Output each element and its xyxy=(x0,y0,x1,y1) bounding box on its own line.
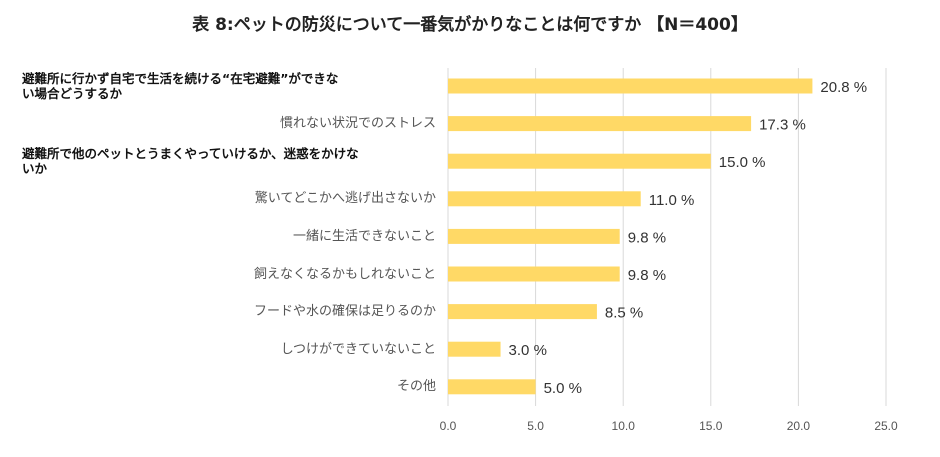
category-label: 避難所で他のペットとうまくやっていけるか、迷惑をかけな いか xyxy=(22,146,452,176)
category-label-line: 避難所で他のペットとうまくやっていけるか、迷惑をかけな xyxy=(22,146,359,162)
category-label: しつけができていないこと xyxy=(16,342,436,357)
x-tick-label: 10.0 xyxy=(612,419,636,433)
data-label: 9.8 % xyxy=(628,267,666,284)
x-tick-label: 0.0 xyxy=(440,419,457,433)
category-label-line: いか xyxy=(22,161,48,177)
category-label: 避難所に行かず自宅で生活を続ける“在宅避難”ができな い場合どうするか xyxy=(22,71,452,101)
bar xyxy=(448,228,620,244)
category-label-line: しつけができていないこと xyxy=(280,341,436,357)
x-tick-label: 25.0 xyxy=(874,419,898,433)
x-tick-label: 5.0 xyxy=(527,419,544,433)
bar xyxy=(448,341,501,357)
category-label-line: い場合どうするか xyxy=(22,86,123,101)
category-label-line: フードや水の確保は足りるのか xyxy=(253,304,436,320)
bar xyxy=(448,116,752,132)
data-label: 3.0 % xyxy=(509,342,547,359)
category-label-line: 飼えなくなるかもしれないこと xyxy=(253,266,436,282)
bar xyxy=(448,153,711,169)
category-label-line: その他 xyxy=(396,379,436,395)
category-label: 飼えなくなるかもしれないこと xyxy=(16,267,436,282)
category-label-line: 一緒に生活できないこと xyxy=(292,228,436,244)
data-label: 5.0 % xyxy=(544,380,582,397)
data-label: 11.0 % xyxy=(649,192,695,209)
x-tick-label: 15.0 xyxy=(699,419,723,433)
category-label-line: 避難所に行かず自宅で生活を続ける“在宅避難”ができな xyxy=(22,71,339,86)
category-label-line: 慣れない状況でのストレス xyxy=(279,116,436,132)
bar xyxy=(448,379,536,395)
x-tick-label: 20.0 xyxy=(787,419,811,433)
category-label: フードや水の確保は足りるのか xyxy=(16,304,436,319)
data-label: 15.0 % xyxy=(719,154,766,171)
category-label: 慣れない状況でのストレス xyxy=(16,116,436,131)
bar xyxy=(448,78,813,94)
data-label: 9.8 % xyxy=(628,229,666,246)
bar xyxy=(448,266,620,282)
bar xyxy=(448,304,597,320)
chart-title: 表 8:ペットの防災について一番気がかりなことは何ですか 【N＝400】 xyxy=(192,15,748,35)
category-label-line: 驚いてどこかへ逃げ出さないか xyxy=(254,191,436,207)
category-label: 一緒に生活できないこと xyxy=(16,229,436,244)
data-label: 8.5 % xyxy=(605,305,643,322)
data-label: 20.8 % xyxy=(820,79,867,96)
bar xyxy=(448,191,641,207)
category-label: その他 xyxy=(16,379,436,394)
category-label: 驚いてどこかへ逃げ出さないか xyxy=(16,191,436,206)
data-label: 17.3 % xyxy=(759,117,806,134)
